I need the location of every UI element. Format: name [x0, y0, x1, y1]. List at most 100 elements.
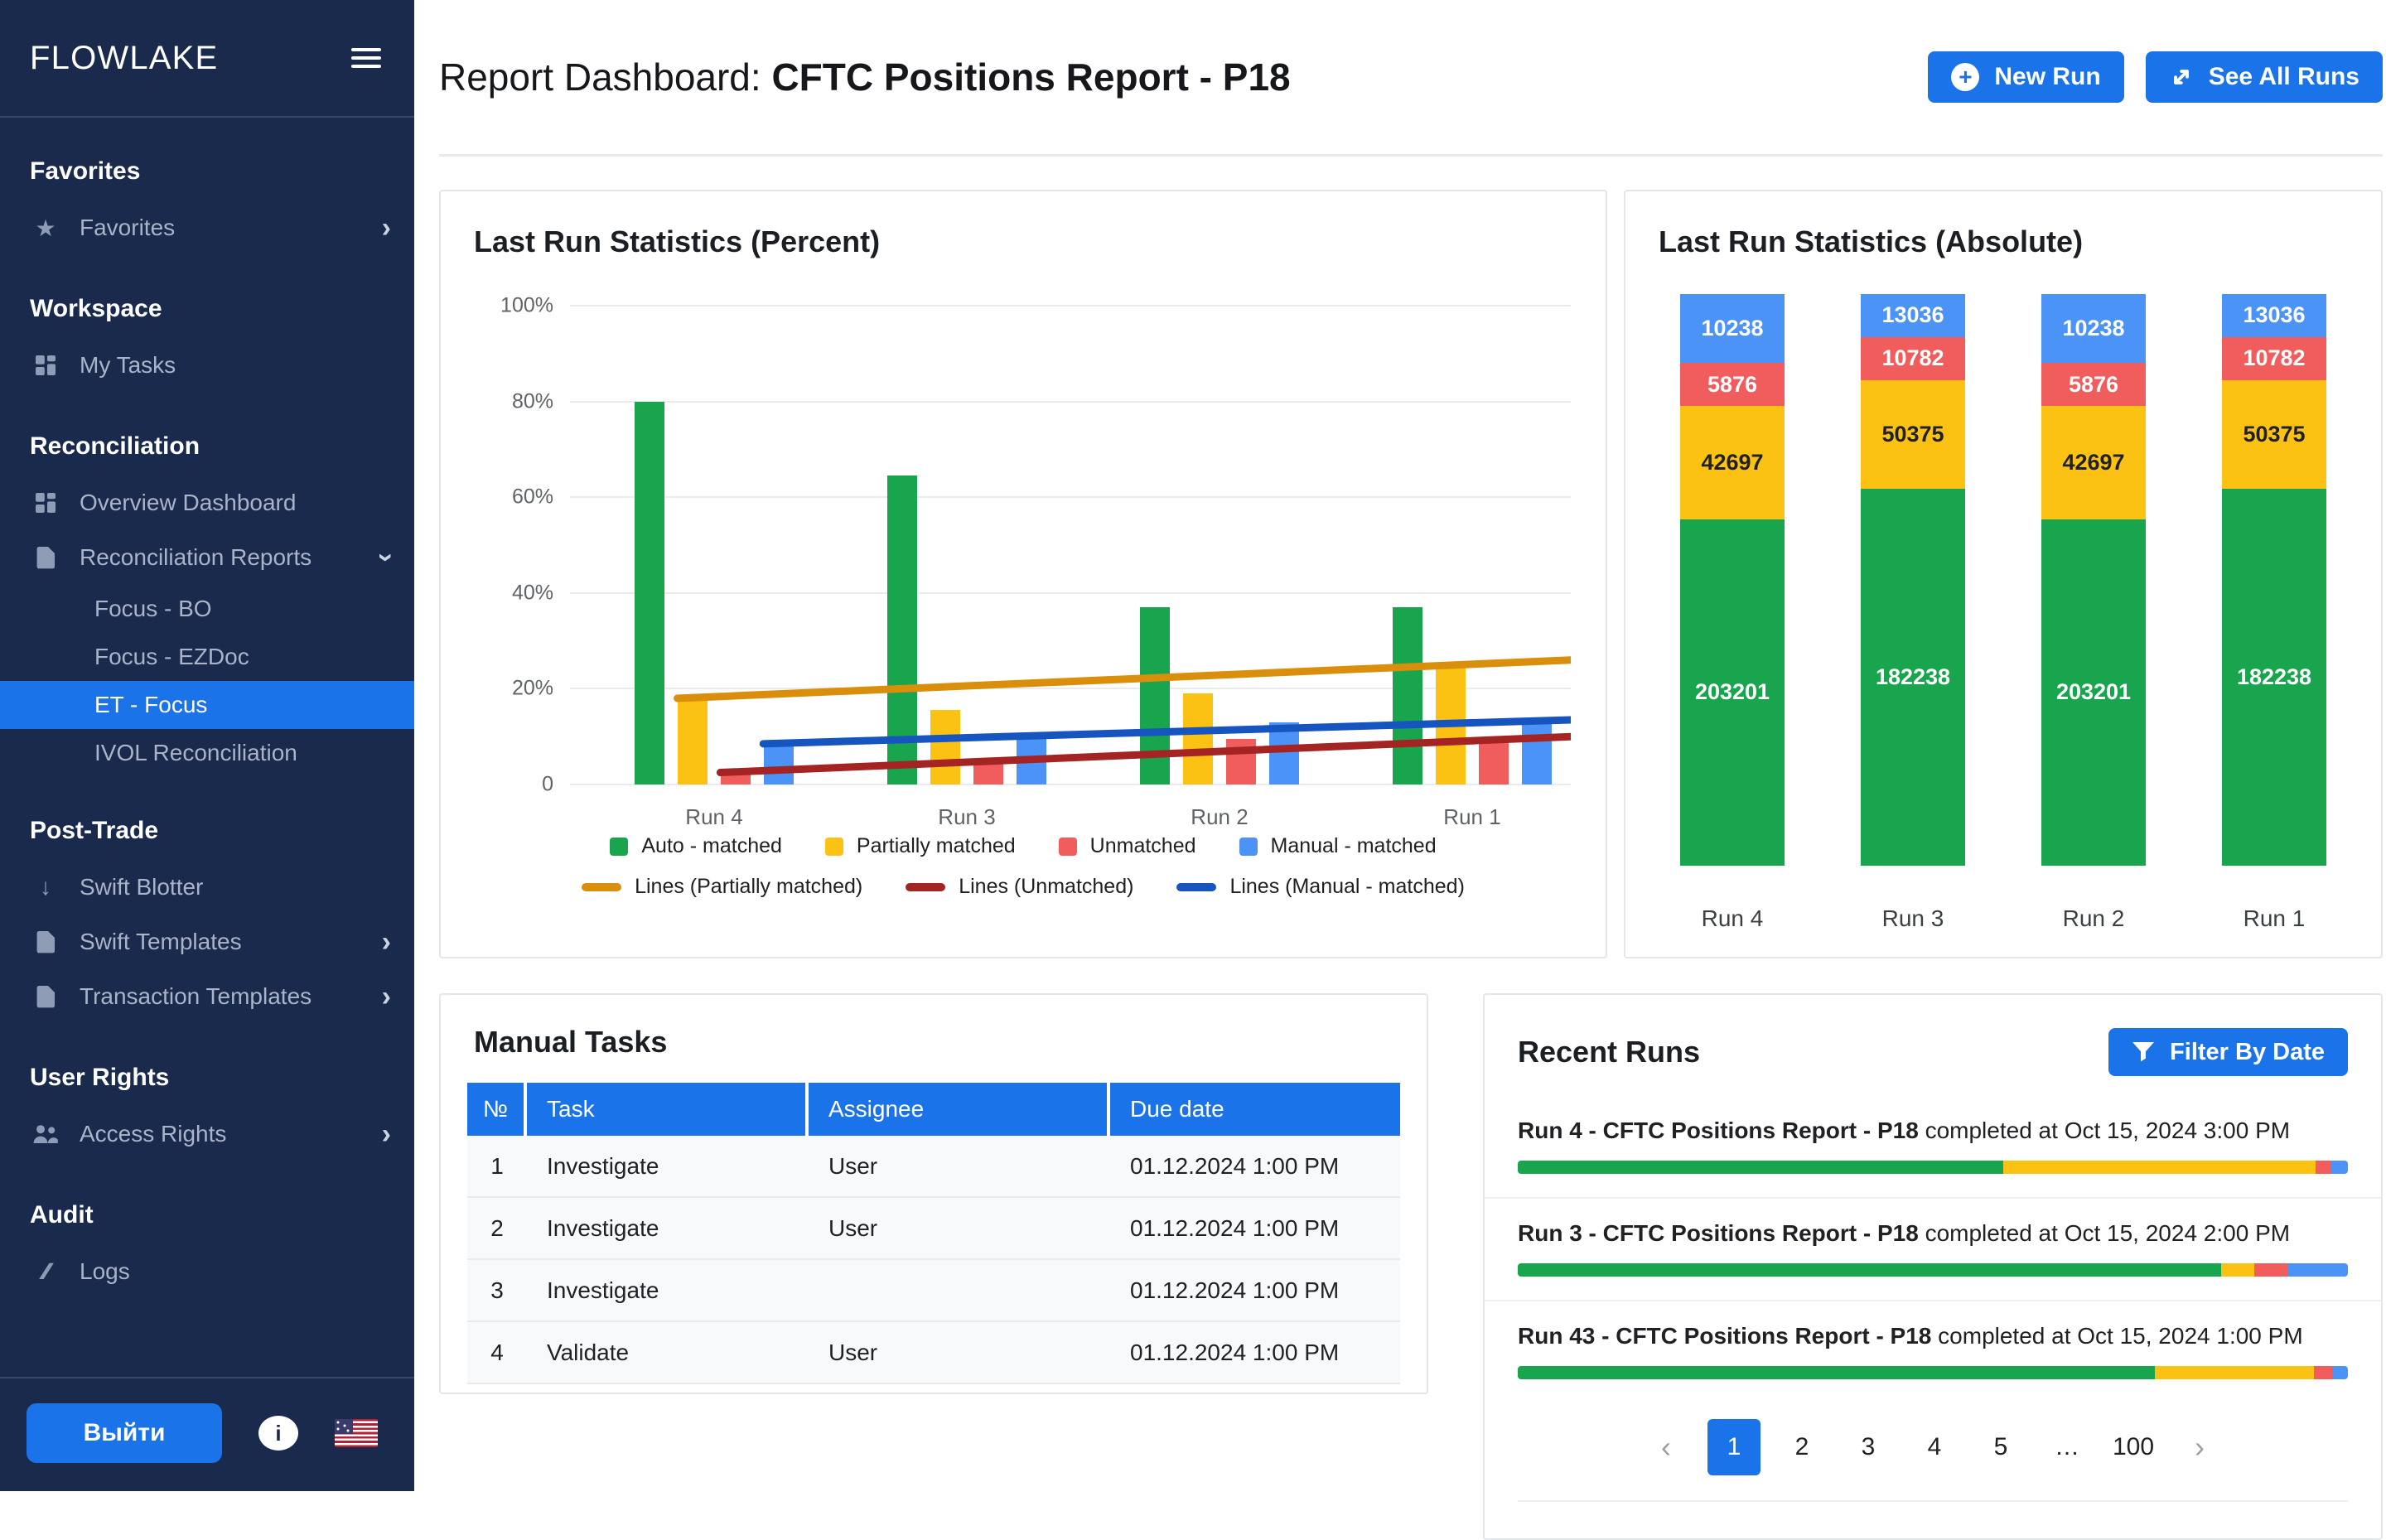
main-content: Report Dashboard: CFTC Positions Report … [414, 0, 2386, 1540]
sidebar-item-logs[interactable]: ∕∕ Logs [0, 1244, 414, 1299]
filter-by-date-button[interactable]: Filter By Date [2108, 1028, 2348, 1076]
sidebar-item-focus-bo[interactable]: Focus - BO [0, 585, 414, 633]
percent-chart-panel: Last Run Statistics (Percent) 100% 80% 60%… [439, 190, 1607, 958]
table-row: 2 Investigate User 01.12.2024 1:00 PM [467, 1198, 1400, 1260]
nav-section-user-rights: User Rights Access Rights › [0, 1064, 414, 1161]
page-4[interactable]: 4 [1927, 1433, 1942, 1460]
sidebar-item-label: My Tasks [80, 352, 176, 378]
table-cell: 01.12.2024 1:00 PM [1130, 1339, 1340, 1365]
sidebar-item-focus-ezdoc[interactable]: Focus - EZDoc [0, 633, 414, 681]
segment-blue: 13036 [1861, 294, 1965, 337]
table-row: 3 Investigate 01.12.2024 1:00 PM [467, 1260, 1400, 1322]
sidebar-item-swift-templates[interactable]: Swift Templates › [0, 915, 414, 969]
nav-section-post-trade: Post-Trade ↓ Swift Blotter Swift Templates ›… [0, 817, 414, 1024]
segment-yellow: 50375 [2222, 379, 2326, 490]
segment-red: 10782 [1861, 336, 1965, 380]
hamburger-menu-icon[interactable] [345, 41, 388, 75]
sidebar-item-overview-dashboard[interactable]: Overview Dashboard [0, 476, 414, 530]
progress-segment [2315, 1161, 2331, 1174]
legend-label: Unmatched [1089, 834, 1196, 857]
nav-section-favorites: Favorites ★ Favorites › [0, 157, 414, 255]
legend-swatch [610, 837, 629, 856]
page-1[interactable]: 1 [1707, 1419, 1761, 1475]
percent-chart-title: Last Run Statistics (Percent) [474, 224, 881, 258]
page-3[interactable]: 3 [1861, 1433, 1876, 1460]
users-icon [30, 1123, 61, 1145]
y-axis-tick: 60% [511, 485, 553, 509]
segment-blue: 10238 [2041, 294, 2146, 364]
page-header: Report Dashboard: CFTC Positions Report … [439, 0, 2383, 157]
sidebar-item-swift-blotter[interactable]: ↓ Swift Blotter [0, 860, 414, 915]
table-row: 4 Validate User 01.12.2024 1:00 PM [467, 1322, 1400, 1384]
plus-icon: + [1951, 63, 1980, 91]
legend-line-swatch [582, 882, 622, 891]
page-next-icon[interactable]: › [2195, 1430, 2205, 1464]
run-item[interactable]: Run 43 - CFTC Positions Report - P18 com… [1485, 1301, 2381, 1402]
logout-button[interactable]: Выйти [27, 1403, 222, 1463]
sidebar-item-reconciliation-reports[interactable]: Reconciliation Reports › [0, 530, 414, 585]
percent-chart: 100% 80% 60% 40% 20% 0 Run 4 Run 3 Run 2 Run 1 [500, 294, 1571, 829]
table-cell: User [828, 1152, 878, 1179]
sidebar-item-label: Transaction Templates [80, 983, 312, 1009]
sidebar-item-et-focus[interactable]: ET - Focus [0, 681, 414, 729]
run-item[interactable]: Run 4 - CFTC Positions Report - P18 comp… [1485, 1096, 2381, 1199]
nav-section-title: User Rights [30, 1064, 170, 1091]
sidebar-item-label: Swift Templates [80, 929, 242, 954]
charts-row: Last Run Statistics (Percent) 100% 80% 60%… [439, 190, 2383, 958]
page-5[interactable]: 5 [1993, 1433, 2008, 1460]
segment-red: 10782 [2222, 336, 2326, 380]
x-axis-label: Run 3 [938, 804, 996, 829]
info-icon[interactable]: i [258, 1416, 298, 1451]
sidebar-brand-row: FLOWLAKE [0, 0, 414, 118]
nav-subitems: Focus - BO Focus - EZDoc ET - Focus IVOL Re… [0, 585, 414, 777]
chevron-right-icon: › [381, 1118, 391, 1150]
absolute-chart: 10238 5876 42697 203201 Run 4 13036 10782 50375… [1625, 294, 2381, 932]
table-cell: 01.12.2024 1:00 PM [1130, 1214, 1340, 1241]
pagination: ‹ 1 2 3 4 5 … 100 › [1485, 1419, 2381, 1475]
legend-swatch [1239, 837, 1258, 856]
sidebar-item-access-rights[interactable]: Access Rights › [0, 1107, 414, 1161]
sidebar-item-label: Overview Dashboard [80, 490, 297, 515]
brand-logo: FLOWLAKE [30, 39, 219, 76]
sidebar-item-my-tasks[interactable]: My Tasks [0, 338, 414, 393]
y-axis-tick: 0 [542, 772, 553, 796]
sidebar-item-favorites[interactable]: ★ Favorites › [0, 200, 414, 255]
absolute-chart-panel: Last Run Statistics (Absolute) 10238 5876… [1624, 190, 2383, 958]
x-axis-label: Run 2 [2062, 905, 2125, 931]
run-progress-bar [1518, 1263, 2348, 1277]
percent-chart-legend: Auto - matched Partially matched Unmatched… [441, 834, 1606, 899]
table-cell: 3 [490, 1277, 504, 1303]
gridline [570, 400, 1571, 403]
doc-icon [30, 546, 61, 569]
page-title-report-name: CFTC Positions Report - P18 [771, 56, 1291, 99]
us-flag-icon[interactable] [335, 1419, 378, 1447]
page-100[interactable]: 100 [2112, 1433, 2155, 1460]
sidebar-item-ivol-reconciliation[interactable]: IVOL Reconciliation [0, 729, 414, 777]
legend-label: Lines (Unmatched) [959, 875, 1134, 898]
pagination-divider [1518, 1500, 2348, 1502]
sidebar-item-transaction-templates[interactable]: Transaction Templates › [0, 969, 414, 1024]
run-name: Run 3 - CFTC Positions Report - P18 [1518, 1220, 1919, 1246]
bottom-row: Manual Tasks № Task Assignee Due date 1 Inves… [439, 993, 2383, 1540]
sidebar-item-label: Favorites [80, 215, 176, 240]
run-item-title: Run 43 - CFTC Positions Report - P18 com… [1518, 1323, 2348, 1349]
sidebar-item-label: IVOL Reconciliation [94, 740, 297, 765]
run-item-title: Run 4 - CFTC Positions Report - P18 comp… [1518, 1118, 2348, 1144]
run-item[interactable]: Run 3 - CFTC Positions Report - P18 comp… [1485, 1199, 2381, 1301]
recent-runs-header: Recent Runs Filter By Date [1485, 995, 2381, 1076]
new-run-button[interactable]: + New Run [1928, 51, 2124, 103]
page-2[interactable]: 2 [1794, 1433, 1809, 1460]
nav-section-title: Post-Trade [30, 817, 159, 844]
legend-label: Partially matched [856, 834, 1016, 857]
table-cell: 4 [490, 1339, 504, 1365]
page-prev-icon[interactable]: ‹ [1661, 1430, 1671, 1464]
stacked-bar-column-run-1: 13036 10782 50375 182238 Run 1 [2222, 294, 2326, 932]
table-row: 1 Investigate User 01.12.2024 1:00 PM [467, 1136, 1400, 1198]
legend-item-manual-matched: Manual - matched [1239, 834, 1437, 858]
progress-segment [1518, 1161, 2004, 1174]
see-all-runs-button[interactable]: See All Runs [2145, 51, 2383, 103]
column-header-due-date: Due date [1130, 1096, 1224, 1122]
gridline [570, 305, 1571, 307]
run-name: Run 4 - CFTC Positions Report - P18 [1518, 1118, 1919, 1143]
